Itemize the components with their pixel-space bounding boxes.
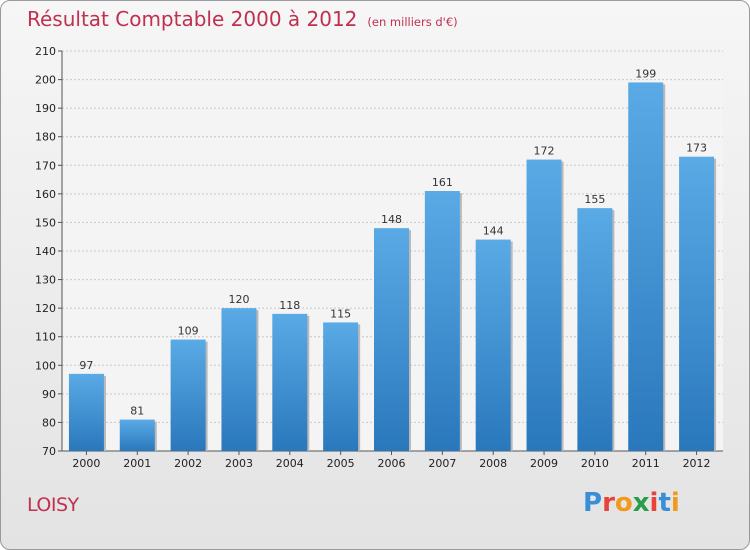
data-label: 148 <box>381 213 402 226</box>
data-label: 109 <box>178 325 199 338</box>
data-label: 81 <box>130 405 144 418</box>
x-tick-label: 2001 <box>123 457 151 470</box>
bar <box>170 339 206 451</box>
y-tick-label: 180 <box>35 131 56 144</box>
y-tick-label: 160 <box>35 188 56 201</box>
y-tick-label: 200 <box>35 74 56 87</box>
bar <box>221 308 257 451</box>
x-tick-label: 2012 <box>683 457 711 470</box>
y-tick-label: 140 <box>35 245 56 258</box>
data-label: 97 <box>79 359 93 372</box>
x-tick-label: 2009 <box>530 457 558 470</box>
x-tick-label: 2007 <box>428 457 456 470</box>
data-label: 172 <box>534 145 555 158</box>
bar <box>526 159 562 452</box>
logo-letter: r <box>602 488 615 518</box>
bar <box>374 228 409 451</box>
y-tick-label: 90 <box>42 388 56 401</box>
y-tick-label: 190 <box>35 102 56 115</box>
x-tick-label: 2003 <box>225 457 253 470</box>
y-tick-label: 130 <box>35 274 56 287</box>
proxiti-logo: Proxiti <box>583 488 680 518</box>
chart-subtitle: (en milliers d'€) <box>367 15 458 29</box>
data-label: 118 <box>279 299 300 312</box>
x-tick-label: 2010 <box>581 457 609 470</box>
data-label: 161 <box>432 176 453 189</box>
bar <box>119 419 155 451</box>
bar <box>424 191 460 451</box>
bar <box>679 156 715 451</box>
x-tick-label: 2005 <box>327 457 355 470</box>
bar <box>577 208 613 451</box>
chart-title: Résultat Comptable 2000 à 2012 <box>27 7 358 31</box>
x-tick-label: 2006 <box>378 457 406 470</box>
y-tick-label: 170 <box>35 159 56 172</box>
x-tick-label: 2011 <box>632 457 660 470</box>
x-tick-label: 2002 <box>174 457 202 470</box>
data-label: 115 <box>330 307 351 320</box>
logo-letter: t <box>658 488 671 518</box>
logo-letter: i <box>670 488 680 518</box>
data-label: 155 <box>584 193 605 206</box>
y-tick-label: 80 <box>42 416 56 429</box>
data-label: 173 <box>686 142 707 155</box>
logo-letter: P <box>583 488 603 518</box>
bar <box>475 239 511 451</box>
x-tick-label: 2000 <box>72 457 100 470</box>
logo-letter: o <box>614 488 633 518</box>
x-tick-label: 2004 <box>276 457 304 470</box>
data-label: 199 <box>635 67 656 80</box>
y-tick-label: 210 <box>35 45 56 58</box>
y-tick-label: 110 <box>35 331 56 344</box>
y-tick-label: 120 <box>35 302 56 315</box>
bar <box>68 373 104 451</box>
logo-letter: i <box>649 488 659 518</box>
bar <box>323 322 359 451</box>
title-row: Résultat Comptable 2000 à 2012 (en millie… <box>27 7 458 31</box>
y-tick-label: 100 <box>35 359 56 372</box>
bar <box>272 313 308 451</box>
logo-letter: x <box>632 488 650 518</box>
x-tick-label: 2008 <box>479 457 507 470</box>
y-tick-label: 70 <box>42 445 56 458</box>
bar <box>628 82 664 451</box>
place-name: LOISY <box>27 494 79 516</box>
data-label: 144 <box>483 225 504 238</box>
y-tick-label: 150 <box>35 216 56 229</box>
data-label: 120 <box>228 293 249 306</box>
